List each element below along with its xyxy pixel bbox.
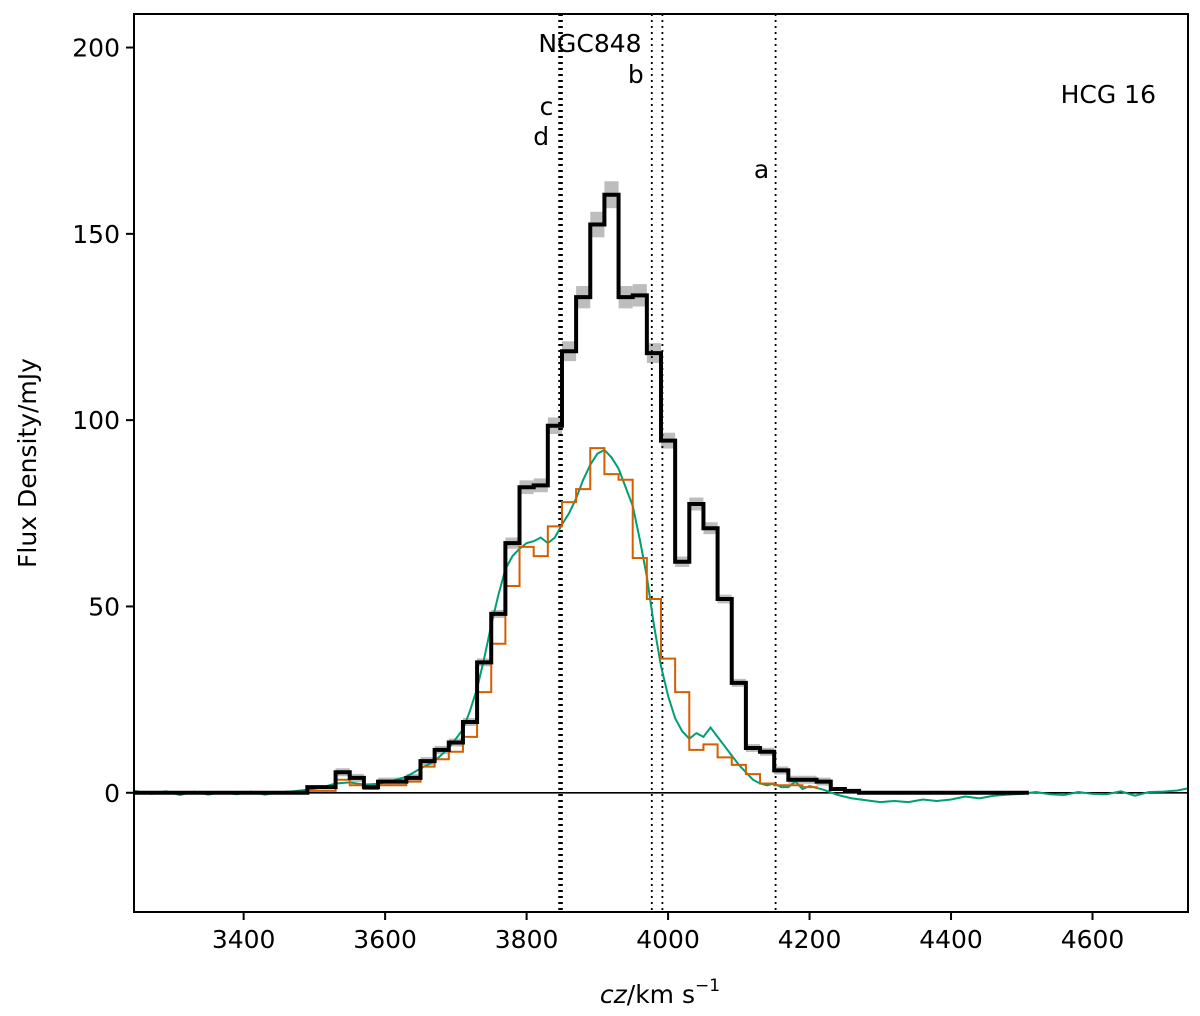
y-tick-label: 200	[72, 34, 120, 63]
x-tick-label: 4400	[919, 925, 983, 954]
x-tick-label: 4000	[636, 925, 700, 954]
series-orange-step	[307, 447, 818, 792]
y-tick-label: 150	[72, 220, 120, 249]
y-tick-label: 0	[104, 779, 120, 808]
x-tick-label: 4200	[778, 925, 842, 954]
x-axis-label-prefix: cz	[600, 980, 628, 1009]
x-axis-label-exponent: −1	[695, 976, 720, 996]
uncertainty-band	[335, 181, 831, 786]
marker-label: c	[540, 92, 554, 121]
axes-frame	[133, 13, 1189, 913]
y-axis-label: Flux Density/mJy	[13, 358, 42, 568]
x-tick-label: 3400	[212, 925, 276, 954]
series-total-step	[134, 192, 1029, 795]
marker-label: a	[754, 155, 769, 184]
marker-label: d	[533, 122, 549, 151]
series-green-line	[134, 448, 1188, 804]
marker-label: b	[628, 60, 644, 89]
y-tick-label: 50	[88, 592, 120, 621]
plot-area	[134, 14, 1188, 912]
x-tick-label: 4600	[1061, 925, 1125, 954]
panel-label: HCG 16	[1061, 80, 1156, 109]
x-tick-label: 3800	[495, 925, 559, 954]
y-tick-label: 100	[72, 406, 120, 435]
x-tick-label: 3600	[353, 925, 417, 954]
marker-label: NGC848	[538, 29, 641, 58]
x-axis-label: cz/km s−1	[600, 976, 720, 1009]
x-axis-label-unit: /km s	[627, 980, 695, 1009]
